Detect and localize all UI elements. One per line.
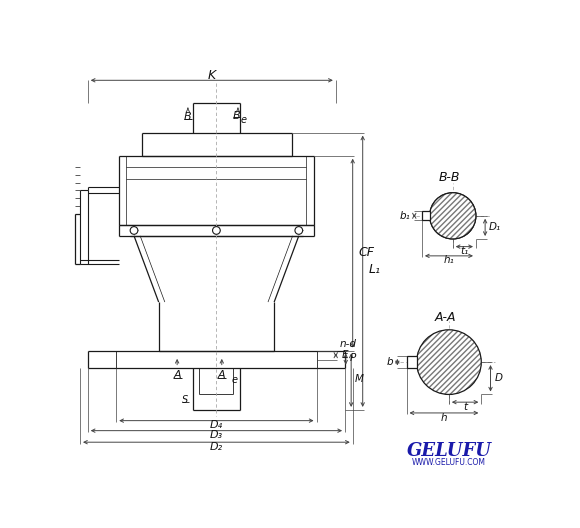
Text: e: e [240,115,246,125]
Text: M: M [355,374,364,384]
Bar [422,211,430,221]
Text: t: t [463,402,467,412]
Text: D₁: D₁ [489,222,501,232]
Text: D: D [494,373,502,383]
Text: P: P [350,353,356,363]
Text: E: E [342,350,349,360]
Text: b: b [387,357,393,367]
Circle shape [430,193,476,239]
Circle shape [295,227,303,234]
Text: S: S [182,395,188,405]
Text: B: B [184,112,192,122]
Circle shape [416,330,481,394]
Text: D₂: D₂ [210,442,223,452]
Text: D₄: D₄ [210,420,223,430]
Text: h₁: h₁ [444,256,454,266]
Text: e: e [232,375,238,385]
Text: A-A: A-A [435,311,456,324]
Text: A: A [173,370,181,380]
Text: K: K [208,69,216,82]
Bar [407,356,416,369]
Text: B: B [233,111,240,121]
Text: B-B: B-B [439,171,461,184]
Text: L₁: L₁ [369,263,381,276]
Text: b₁: b₁ [400,211,411,221]
Text: h: h [441,412,447,422]
Text: D₃: D₃ [210,430,223,440]
Circle shape [430,193,476,239]
Text: A: A [218,370,226,380]
Circle shape [130,227,138,234]
Text: n-d: n-d [340,340,357,350]
Text: GELUFU: GELUFU [407,441,491,460]
Text: t₁: t₁ [460,246,469,256]
Circle shape [212,227,220,234]
Text: CF: CF [359,246,375,259]
Text: WWW.GELUFU.COM: WWW.GELUFU.COM [412,458,486,467]
